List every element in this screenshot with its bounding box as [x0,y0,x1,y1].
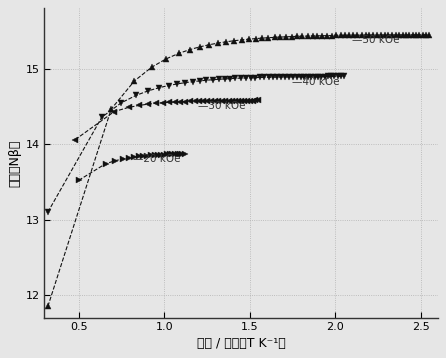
Text: —20 kOe: —20 kOe [133,154,181,164]
Y-axis label: 场强（Nβ）: 场强（Nβ） [8,139,21,187]
Text: —50 kOe: —50 kOe [352,35,400,45]
Text: —40 kOe: —40 kOe [293,77,340,87]
X-axis label: 场强 / 温度（T K⁻¹）: 场强 / 温度（T K⁻¹） [197,337,285,350]
Text: —30 kOe: —30 kOe [198,101,246,111]
